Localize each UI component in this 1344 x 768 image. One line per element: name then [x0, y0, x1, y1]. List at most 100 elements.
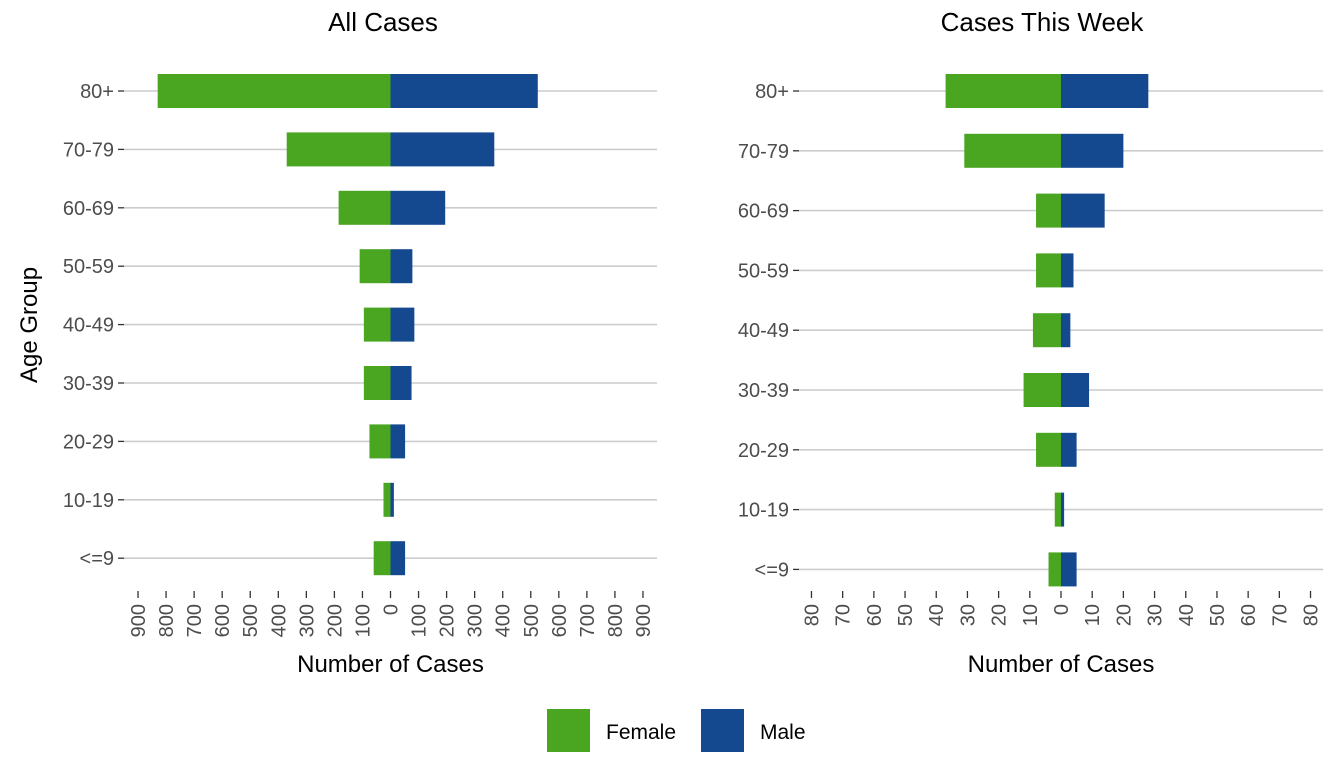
x-tick-label: 100 — [409, 604, 431, 637]
bar-male — [1061, 133, 1124, 168]
x-tick-label: 500 — [240, 604, 262, 637]
bar-male — [390, 74, 538, 108]
y-tick-label: 20-29 — [738, 440, 789, 462]
x-tick-label: 30 — [1145, 604, 1167, 626]
x-tick-label: 600 — [549, 604, 571, 637]
bar-male — [390, 307, 415, 342]
bar-female — [373, 541, 391, 576]
x-tick-label: 40 — [1176, 604, 1198, 626]
chart-title: Cases This Week — [941, 7, 1145, 37]
x-tick-label: 0 — [1051, 604, 1073, 615]
bar-male — [1061, 552, 1077, 587]
y-tick-label: 30-39 — [738, 380, 789, 402]
bar-female — [1032, 313, 1061, 348]
x-tick-label: 20 — [1113, 604, 1135, 626]
x-tick-label: 400 — [268, 604, 290, 637]
y-tick-label: 40-49 — [63, 315, 114, 337]
y-tick-label: 20-29 — [63, 431, 114, 453]
y-tick-label: 70-79 — [63, 139, 114, 161]
bar-female — [363, 307, 391, 342]
y-tick-label: 80+ — [80, 81, 114, 103]
bar-female — [157, 74, 391, 108]
bar-female — [286, 132, 391, 167]
y-tick-label: 50-59 — [63, 256, 114, 278]
x-tick-label: 60 — [864, 604, 886, 626]
y-tick-label: 80+ — [755, 81, 789, 103]
bar-male — [1061, 492, 1065, 527]
x-tick-label: 900 — [128, 604, 150, 637]
x-tick-label: 0 — [381, 604, 403, 615]
bar-female — [369, 424, 391, 459]
y-axis-title: Age Group — [16, 267, 43, 383]
bar-male — [390, 541, 406, 576]
bar-male — [1061, 193, 1105, 228]
legend-swatch-male — [701, 709, 744, 752]
bar-male — [390, 482, 394, 517]
bar-male — [1061, 373, 1090, 408]
x-tick-label: 100 — [352, 604, 374, 637]
x-tick-label: 900 — [633, 604, 655, 637]
bar-male — [390, 424, 406, 459]
chart-title: All Cases — [328, 7, 438, 37]
bar-female — [1054, 492, 1061, 527]
bar-male — [1061, 432, 1077, 467]
x-tick-label: 80 — [1301, 604, 1323, 626]
bar-female — [383, 482, 391, 517]
x-tick-label: 700 — [577, 604, 599, 637]
bar-male — [390, 249, 413, 284]
x-tick-label: 30 — [957, 604, 979, 626]
y-tick-label: 60-69 — [63, 198, 114, 220]
legend-label-male: Male — [760, 721, 806, 744]
x-tick-label: 50 — [895, 604, 917, 626]
bar-male — [1061, 253, 1074, 288]
legend-swatch-female — [547, 709, 590, 752]
x-tick-label: 200 — [437, 604, 459, 637]
y-tick-label: <=9 — [80, 548, 114, 570]
panel-all-cases: All Cases 80+ 70-79 60-69 50-59 40-49 30-39 20-… — [16, 7, 657, 678]
x-tick-label: 200 — [324, 604, 346, 637]
x-tick-label: 300 — [465, 604, 487, 637]
bar-female — [1036, 193, 1061, 228]
x-tick-label: 70 — [1269, 604, 1291, 626]
x-axis-title: Number of Cases — [297, 651, 484, 678]
x-axis-title: Number of Cases — [968, 651, 1155, 678]
y-tick-label: 50-59 — [738, 260, 789, 282]
y-tick-label: 10-19 — [63, 490, 114, 512]
x-tick-label: 300 — [296, 604, 318, 637]
bar-female — [945, 74, 1061, 108]
panel-cases-this-week: Cases This Week 80+ 70-79 60-69 50-59 40-49 30… — [738, 7, 1323, 678]
x-tick-label: 40 — [926, 604, 948, 626]
y-tick-label: 60-69 — [738, 201, 789, 223]
y-tick-label: 10-19 — [738, 500, 789, 522]
y-tick-label: 30-39 — [63, 373, 114, 395]
y-tick-label: <=9 — [755, 559, 789, 581]
bar-male — [390, 132, 495, 167]
x-tick-label: 70 — [833, 604, 855, 626]
x-tick-label: 700 — [184, 604, 206, 637]
x-tick-label: 600 — [212, 604, 234, 637]
bar-female — [1048, 552, 1061, 587]
x-tick-label: 60 — [1238, 604, 1260, 626]
bar-female — [363, 366, 391, 400]
bar-female — [1036, 432, 1061, 467]
legend: Female Male — [547, 709, 806, 752]
bar-female — [1023, 373, 1061, 408]
bar-male — [1061, 313, 1071, 348]
bar-female — [964, 133, 1061, 168]
x-tick-label: 10 — [1020, 604, 1042, 626]
x-tick-label: 500 — [521, 604, 543, 637]
x-tick-label: 800 — [605, 604, 627, 637]
bar-male — [390, 190, 446, 225]
x-tick-label: 50 — [1207, 604, 1229, 626]
y-tick-label: 70-79 — [738, 141, 789, 163]
x-tick-label: 20 — [989, 604, 1011, 626]
y-tick-label: 40-49 — [738, 320, 789, 342]
bar-female — [359, 249, 391, 284]
bar-female — [338, 190, 391, 225]
x-tick-label: 400 — [493, 604, 515, 637]
legend-label-female: Female — [606, 721, 676, 744]
bar-female — [1036, 253, 1061, 288]
x-tick-label: 10 — [1082, 604, 1104, 626]
x-tick-label: 800 — [156, 604, 178, 637]
